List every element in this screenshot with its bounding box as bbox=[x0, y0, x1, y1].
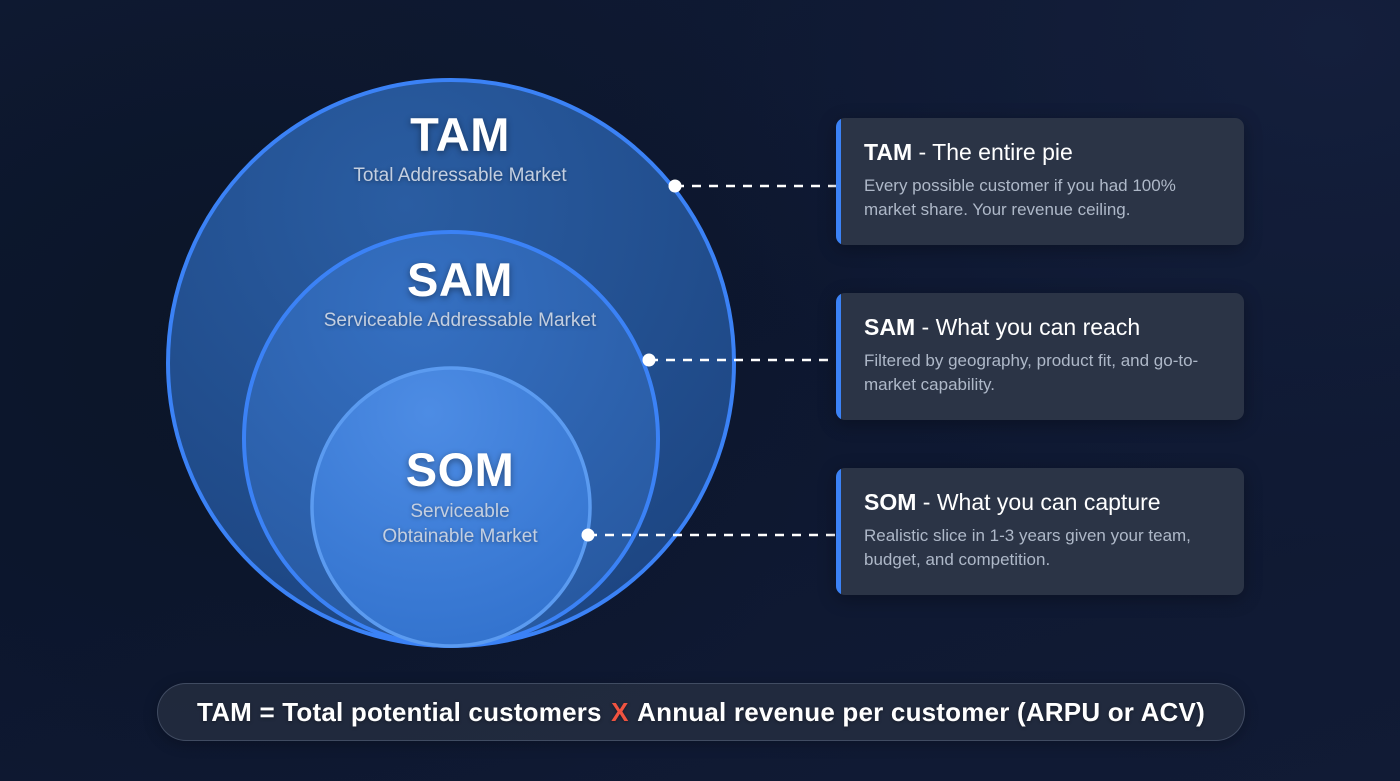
formula-text: TAM = Total potential customers X Annual… bbox=[197, 697, 1205, 728]
info-card-description-som: Realistic slice in 1-3 years given your … bbox=[864, 525, 1191, 570]
info-card-tam[interactable]: TAM - The entire pie Every possible cust… bbox=[836, 118, 1244, 246]
info-card-description-tam: Every possible customer if you had 100% … bbox=[864, 175, 1176, 220]
info-card-title-som: SOM - What you can capture bbox=[864, 488, 1220, 517]
nested-circles-diagram: TAM Total Addressable Market SAM Service… bbox=[150, 55, 770, 675]
formula-bar: TAM = Total potential customers X Annual… bbox=[157, 683, 1245, 741]
circle-som bbox=[310, 366, 592, 648]
info-card-headline-som: - What you can capture bbox=[916, 489, 1161, 515]
formula-part1: TAM = Total potential customers bbox=[197, 696, 610, 727]
info-card-title-sam: SAM - What you can reach bbox=[864, 313, 1220, 342]
info-card-term-sam: SAM bbox=[864, 314, 916, 340]
info-card-term-tam: TAM bbox=[864, 139, 913, 165]
info-card-som[interactable]: SOM - What you can capture Realistic sli… bbox=[836, 468, 1244, 596]
info-card-headline-sam: - What you can reach bbox=[915, 314, 1141, 340]
info-card-term-som: SOM bbox=[864, 489, 917, 515]
formula-part2: Annual revenue per customer (ARPU or ACV… bbox=[630, 696, 1205, 727]
info-card-description-sam: Filtered by geography, product fit, and … bbox=[864, 350, 1199, 395]
info-card-headline-tam: - The entire pie bbox=[912, 139, 1073, 165]
info-card-sam[interactable]: SAM - What you can reach Filtered by geo… bbox=[836, 293, 1244, 421]
info-card-title-tam: TAM - The entire pie bbox=[864, 138, 1220, 167]
formula-multiply-symbol: X bbox=[611, 696, 629, 727]
